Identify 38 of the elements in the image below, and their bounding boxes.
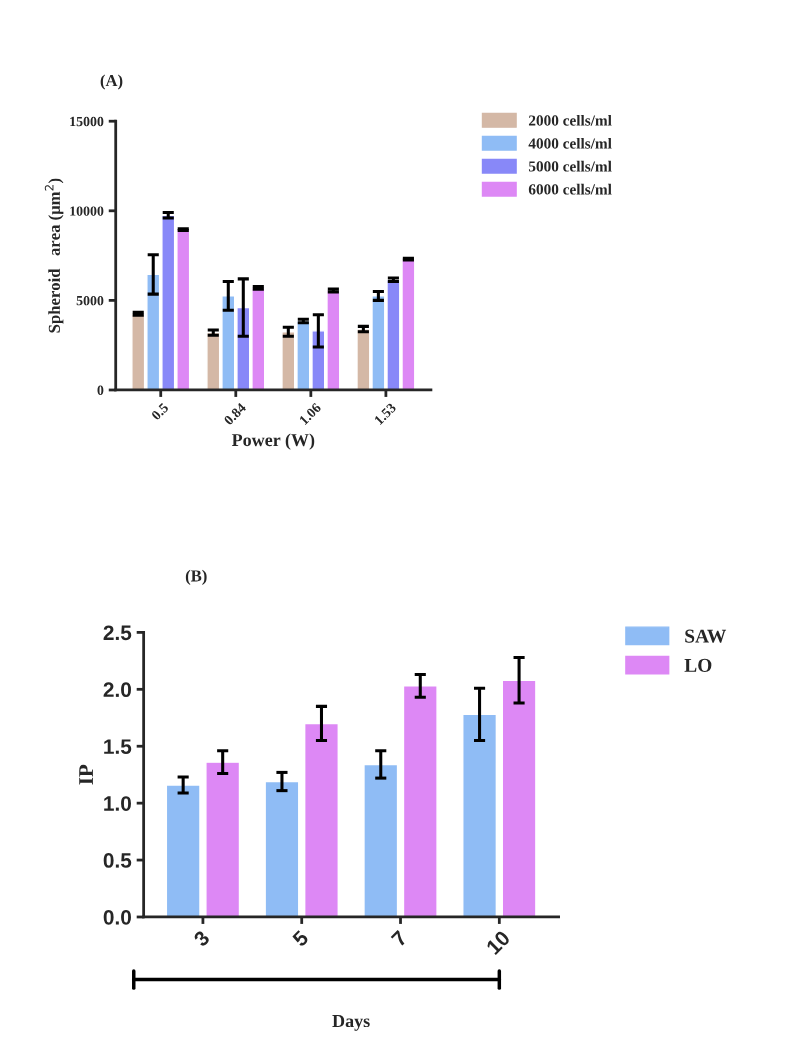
bar [462,713,498,917]
x-tick-label: 1.06 [298,402,322,426]
x-axis-title: Power (W) [231,433,315,450]
y-tick-label: 2.5 [103,625,132,641]
y-tick-label: 15000 [70,116,104,127]
x-tick-label: 5 [291,929,310,948]
y-tick-label: 0.5 [103,853,132,868]
legend-label: 4000 cells/ml [528,137,612,149]
x-tick-label: 3 [192,929,211,948]
legend-label: 6000 cells/ml [528,183,612,195]
legend-label: 2000 cells/ml [528,114,612,126]
bar [402,685,438,917]
y-tick-label: 10000 [70,206,104,216]
y-tick-label: 2.0 [103,682,131,698]
y-tick-label: 1.0 [104,796,131,811]
x-axis-title: Days [332,1015,370,1031]
bar [363,763,399,917]
chart-title: (A) [100,74,123,90]
x-tick-label: 0.84 [223,402,247,426]
bar [264,780,300,917]
x-tick-label: 1.53 [373,402,397,426]
x-tick-label: 0.5 [150,402,170,421]
y-axis-title: Spheroid area (μm$^{2}$) [44,178,64,333]
bar [165,784,201,917]
legend-label: LO [684,658,712,672]
y-tick-label: 1.5 [104,739,132,754]
bar [205,761,241,917]
bar [501,679,537,917]
y-tick-label: 0 [97,385,104,395]
y-axis-title: IP [79,764,93,785]
chart-title: (B) [185,569,207,585]
bar [303,722,339,917]
y-tick-label: 5000 [76,295,104,306]
x-tick-label: 10 [485,929,511,956]
legend-label: 5000 cells/ml [528,160,612,172]
y-tick-label: 0.0 [103,909,131,925]
legend-label: SAW [685,629,727,643]
x-tick-label: 7 [390,929,408,948]
